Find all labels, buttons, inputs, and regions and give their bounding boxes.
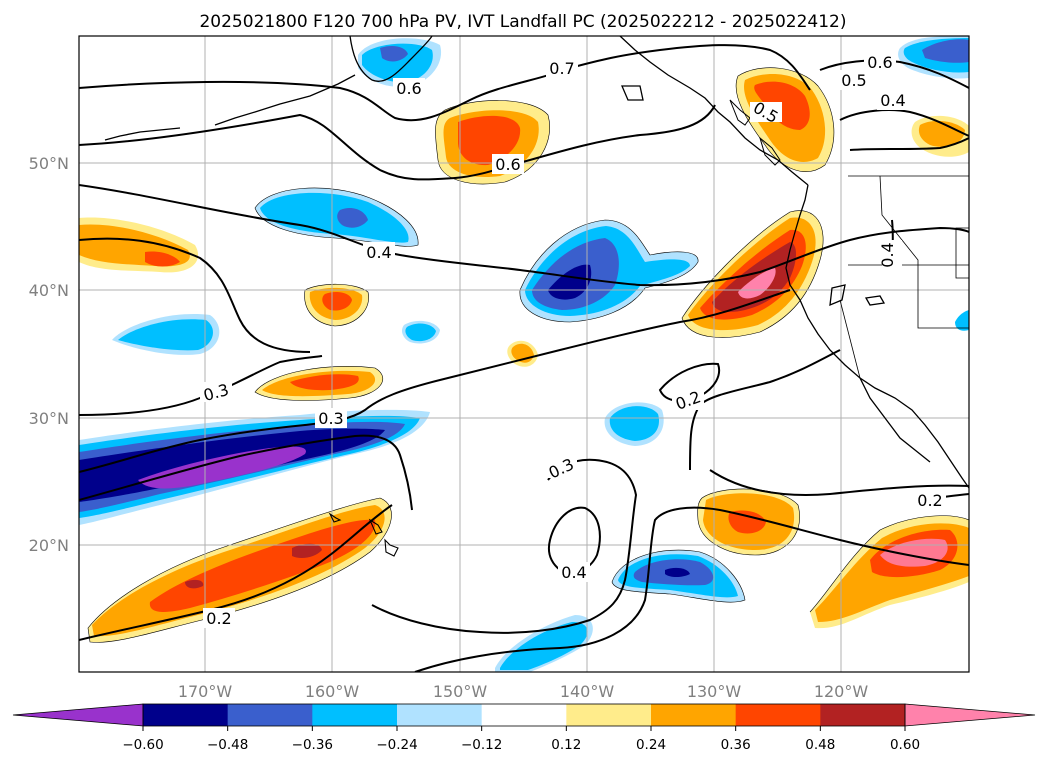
contour-label: 0.3 <box>318 409 343 428</box>
neg-blob-east-edge <box>955 310 969 331</box>
colorbar-tick-label: −0.48 <box>207 737 248 753</box>
colorbar-cell <box>820 704 906 726</box>
colorbar-tick-label: 0.48 <box>805 737 835 753</box>
lat-tick-label: 30°N <box>29 409 69 428</box>
contour-labels: 0.7 0.6 0.6 0.5 0.6 0.5 0.4 0.4 0.3 0.3 … <box>200 52 946 628</box>
colorbar-cell <box>481 704 567 726</box>
contour-label: 0.6 <box>495 155 520 174</box>
colorbar-cell <box>735 704 821 726</box>
pos-blob-ne-corner <box>911 115 969 157</box>
pos-blob-22n-130w <box>697 488 800 555</box>
lon-tick-label: 170°W <box>178 682 233 701</box>
contour-label: 0.6 <box>396 79 421 98</box>
pos-blob-bc-coast <box>736 67 834 172</box>
colorbar-tick-label: 0.36 <box>721 737 751 753</box>
contour-lines <box>79 44 969 672</box>
colorbar-tick-label: −0.12 <box>461 737 502 753</box>
plot-frame <box>78 35 970 673</box>
colorbar-cell <box>651 704 737 726</box>
pos-blob-mid-32n <box>255 366 383 401</box>
lon-tick-label: 130°W <box>687 682 742 701</box>
colorbar-extend-high <box>905 704 1035 726</box>
filled-anomalies <box>79 36 969 672</box>
colorbar-cell <box>566 704 652 726</box>
neg-blob-south-145w <box>495 615 593 672</box>
colorbar-cell <box>397 704 483 726</box>
colorbar-extend-low <box>13 704 143 726</box>
pos-blob-small-160w <box>304 284 369 326</box>
contour-label: 0.4 <box>561 563 586 582</box>
colorbar-cell <box>227 704 313 726</box>
pos-blob-se <box>810 515 969 629</box>
gridlines <box>79 36 969 672</box>
contour-label: 0.6 <box>867 53 892 72</box>
neg-blob-small-30n <box>604 402 664 446</box>
neg-blob-south-135w <box>612 550 745 603</box>
colorbar-tick-label: −0.60 <box>122 737 163 753</box>
contour-label: 0.4 <box>878 242 897 267</box>
lon-tick-label: 160°W <box>305 682 360 701</box>
neg-blob-north-pacific <box>255 187 419 247</box>
contour-label: 0.7 <box>549 59 574 78</box>
lon-tick-label: 120°W <box>814 682 869 701</box>
colorbar-tick-label: −0.36 <box>292 737 333 753</box>
contour-label: 0.4 <box>366 243 391 262</box>
colorbar-cell <box>312 704 398 726</box>
fill-outlines <box>87 67 969 643</box>
lat-tick-label: 50°N <box>29 154 69 173</box>
lon-tick-label: 150°W <box>433 682 488 701</box>
neg-blob-ne-corner <box>898 36 969 79</box>
contour-label: 0.2 <box>917 491 942 510</box>
neg-blob-central <box>519 220 699 322</box>
colorbar-cell <box>143 704 229 726</box>
pos-blob-nw-edge <box>79 217 199 273</box>
contour-label: 0.5 <box>841 71 866 90</box>
lon-tick-label: 140°W <box>560 682 615 701</box>
lon-tick-labels: 170°W 160°W 150°W 140°W 130°W 120°W <box>178 682 869 701</box>
pos-blob-southwest <box>88 498 392 643</box>
neg-blob-small-west <box>112 314 220 355</box>
colorbar-tick-label: 0.24 <box>636 737 666 753</box>
lat-tick-label: 20°N <box>29 536 69 555</box>
figure-title: 2025021800 F120 700 hPa PV, IVT Landfall… <box>199 12 846 32</box>
lat-tick-labels: 50°N 40°N 30°N 20°N <box>29 154 69 555</box>
colorbar-tick-label: 0.60 <box>890 737 920 753</box>
contour-label: 0.2 <box>206 609 231 628</box>
colorbar-tick-label: 0.12 <box>551 737 581 753</box>
coastlines <box>104 36 969 557</box>
neg-blob-alaska-coast <box>358 38 442 88</box>
neg-blob-small-155w <box>402 320 440 344</box>
colorbar-tick-label: −0.24 <box>376 737 417 753</box>
colorbar: −0.60 −0.48 −0.36 −0.24 −0.12 0.12 0.24 0.36 0.4… <box>12 703 1036 753</box>
lat-tick-label: 40°N <box>29 281 69 300</box>
contour-label: 0.4 <box>880 91 905 110</box>
